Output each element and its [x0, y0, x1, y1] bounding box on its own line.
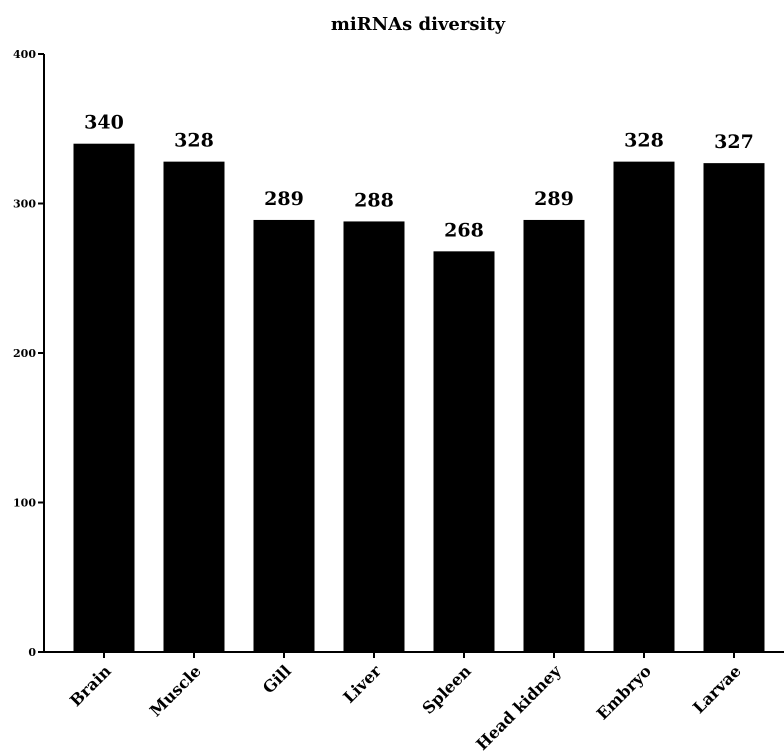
- chart-title: miRNAs diversity: [331, 14, 506, 35]
- bar-spleen: [434, 251, 495, 652]
- y-tick-label: 100: [13, 497, 36, 510]
- bar-muscle: [164, 162, 225, 652]
- data-label: 328: [624, 130, 664, 152]
- data-label: 340: [84, 112, 124, 134]
- bar-liver: [344, 221, 405, 652]
- bar-embryo: [614, 162, 675, 652]
- x-tick-label: Brain: [66, 661, 115, 710]
- x-tick-label: Embryo: [593, 661, 655, 723]
- data-label: 328: [174, 130, 214, 152]
- data-label: 327: [714, 131, 754, 153]
- bar-head-kidney: [524, 220, 585, 652]
- y-tick-label: 200: [13, 347, 36, 360]
- data-label: 289: [264, 188, 304, 210]
- y-tick-label: 300: [13, 198, 36, 211]
- x-tick-label: Liver: [339, 661, 385, 707]
- x-tick-label: Larvae: [689, 661, 745, 717]
- y-tick-label: 400: [13, 48, 36, 61]
- bar-brain: [74, 144, 135, 652]
- y-tick-label: 0: [28, 646, 36, 659]
- bar-larvae: [704, 163, 765, 652]
- x-tick-label: Head kidney: [472, 661, 565, 754]
- x-tick-label: Spleen: [418, 661, 475, 718]
- data-label: 289: [534, 188, 574, 210]
- data-label: 268: [444, 219, 484, 241]
- x-axis: [44, 652, 784, 658]
- data-label: 288: [354, 189, 394, 211]
- bars: [74, 144, 765, 652]
- x-tick-label: Muscle: [146, 661, 205, 720]
- y-axis: 0 100 200 300 400: [13, 48, 44, 659]
- x-tick-label: Gill: [259, 661, 295, 697]
- bar-gill: [254, 220, 315, 652]
